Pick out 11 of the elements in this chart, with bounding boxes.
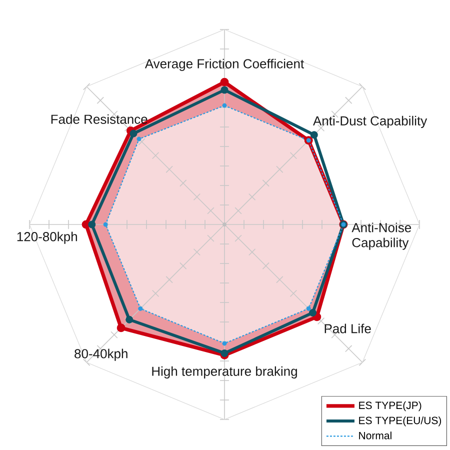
spoke-label: Anti-Noise Capability — [352, 222, 412, 250]
spoke-label: Anti-Dust Capability — [313, 116, 428, 128]
spoke-label: Average Friction Coefficient — [144, 58, 304, 71]
spoke-label: Pad Life — [324, 324, 371, 334]
spoke-label: High temperature braking — [152, 366, 297, 378]
legend-label: Normal — [359, 432, 392, 440]
spoke-label: 120-80kph — [17, 232, 77, 244]
legend-label: ES TYPE(JP) — [359, 401, 422, 412]
legend-label: ES TYPE(EU/US) — [359, 416, 442, 426]
spoke-label: 80-40kph — [74, 348, 128, 361]
spoke-label: Fade Resistance — [51, 114, 148, 124]
